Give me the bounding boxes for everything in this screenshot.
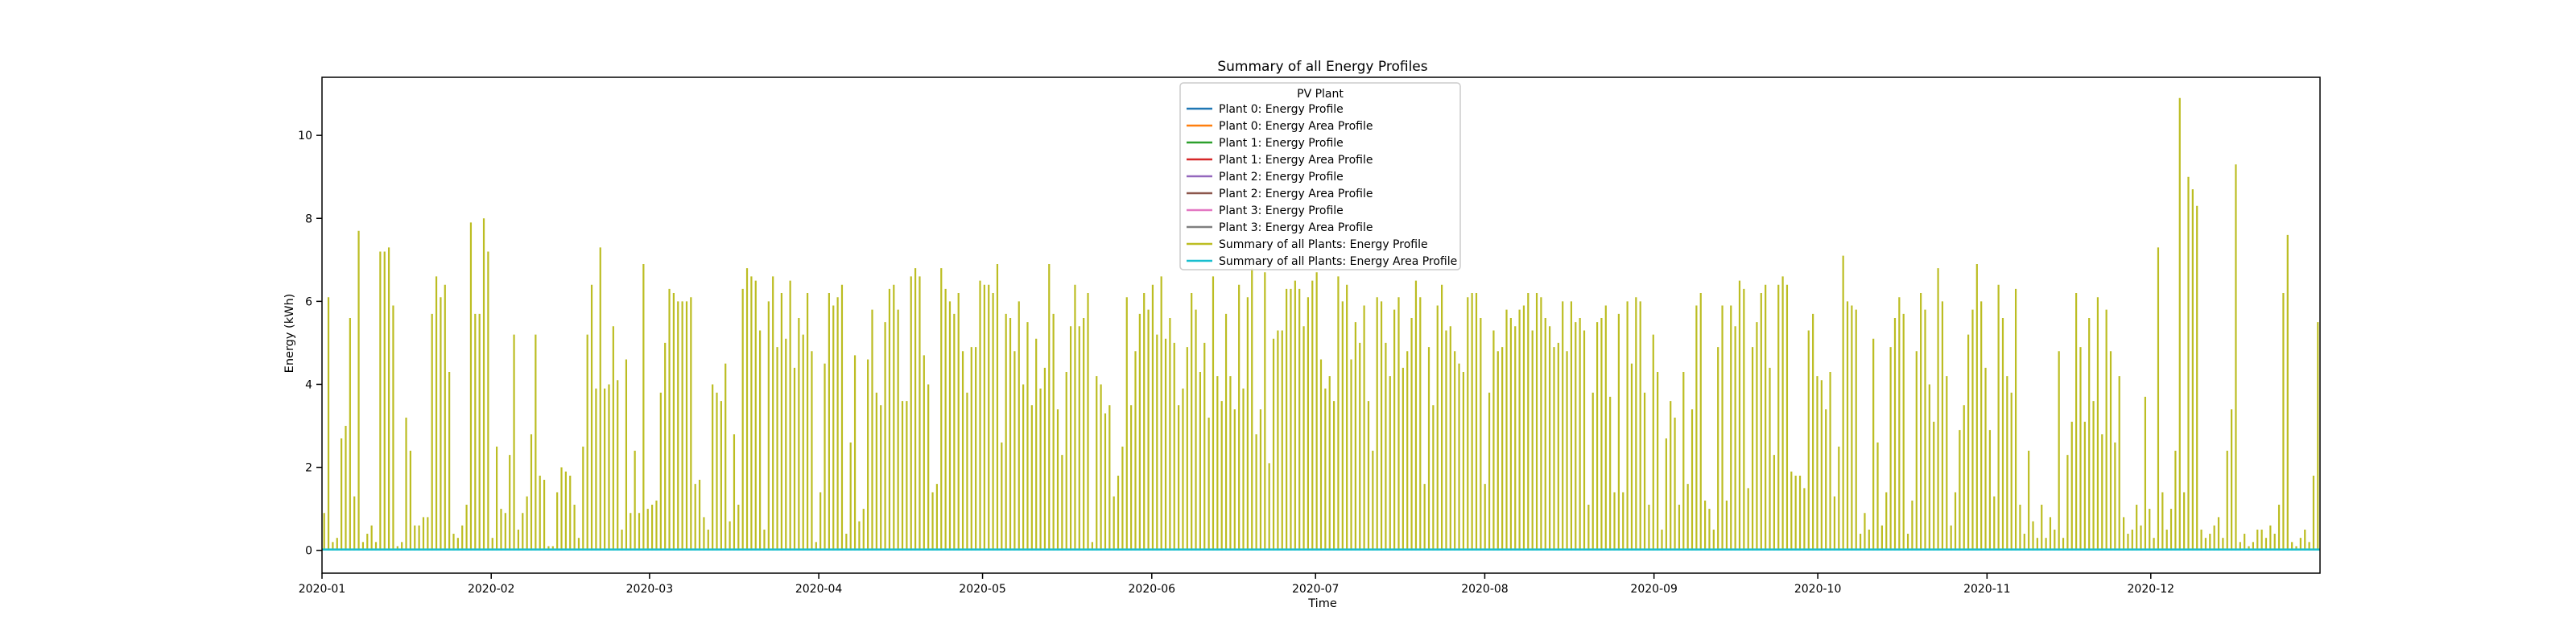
legend-entry: Summary of all Plants: Energy Profile <box>1187 238 1428 251</box>
x-axis-ticks: 2020-01 2020-02 2020-03 2020-04 2020-05 2020-… <box>299 573 2174 596</box>
legend-entry: Plant 0: Energy Profile <box>1187 103 1344 116</box>
y-tick-label: 0 <box>305 545 312 558</box>
plot-area: 2020-01 2020-02 2020-03 2020-04 2020-05 2020-… <box>298 76 2321 596</box>
legend-label: Plant 3: Energy Profile <box>1219 204 1344 217</box>
legend-entry: Plant 3: Energy Area Profile <box>1187 221 1373 234</box>
y-axis-label: Energy (kWh) <box>283 294 296 374</box>
x-tick-label: 2020-06 <box>1129 583 1176 596</box>
x-tick-label: 2020-07 <box>1292 583 1340 596</box>
x-tick-label: 2020-01 <box>299 583 346 596</box>
legend-entry: Plant 3: Energy Profile <box>1187 204 1344 217</box>
x-tick-label: 2020-08 <box>1461 583 1509 596</box>
y-axis-ticks: 0 2 4 6 8 10 <box>298 130 322 558</box>
y-tick-label: 6 <box>305 295 312 308</box>
x-tick-label: 2020-03 <box>626 583 674 596</box>
legend-label: Plant 2: Energy Profile <box>1219 171 1344 184</box>
y-tick-label: 2 <box>305 462 312 475</box>
legend-entry: Plant 2: Energy Area Profile <box>1187 188 1373 200</box>
x-tick-label: 2020-12 <box>2128 583 2175 596</box>
legend-entry: Plant 1: Energy Profile <box>1187 137 1344 150</box>
legend-label: Summary of all Plants: Energy Area Profi… <box>1219 255 1457 268</box>
legend-entry: Plant 1: Energy Area Profile <box>1187 154 1373 167</box>
legend-label: Summary of all Plants: Energy Profile <box>1219 238 1428 251</box>
legend-label: Plant 2: Energy Area Profile <box>1219 188 1373 200</box>
x-tick-label: 2020-05 <box>959 583 1006 596</box>
legend-entry: Plant 2: Energy Profile <box>1187 171 1344 184</box>
x-tick-label: 2020-02 <box>468 583 515 596</box>
y-tick-label: 8 <box>305 213 312 225</box>
series-8 <box>323 97 2319 551</box>
y-tick-label: 4 <box>305 378 312 391</box>
legend-label: Plant 1: Energy Area Profile <box>1219 154 1373 167</box>
plot-frame <box>321 76 2321 574</box>
legend-label: Plant 0: Energy Profile <box>1219 103 1344 116</box>
legend-entries: Plant 0: Energy Profile Plant 0: Energy A… <box>1187 103 1457 268</box>
legend-title: PV Plant <box>1297 88 1344 101</box>
x-tick-label: 2020-11 <box>1963 583 2011 596</box>
chart-title: Summary of all Energy Profiles <box>1217 59 1427 75</box>
x-axis-label: Time <box>1307 597 1337 610</box>
x-tick-label: 2020-04 <box>795 583 843 596</box>
legend-label: Plant 3: Energy Area Profile <box>1219 221 1373 234</box>
series-layer <box>322 97 2320 551</box>
legend-box <box>1179 82 1461 270</box>
x-tick-label: 2020-10 <box>1794 583 1842 596</box>
legend-label: Plant 1: Energy Profile <box>1219 137 1344 150</box>
y-tick-label: 10 <box>298 130 312 142</box>
legend-entry: Summary of all Plants: Energy Area Profi… <box>1187 255 1457 268</box>
x-tick-label: 2020-09 <box>1630 583 1678 596</box>
legend-entry: Plant 0: Energy Area Profile <box>1187 120 1373 133</box>
legend-label: Plant 0: Energy Area Profile <box>1219 120 1373 133</box>
